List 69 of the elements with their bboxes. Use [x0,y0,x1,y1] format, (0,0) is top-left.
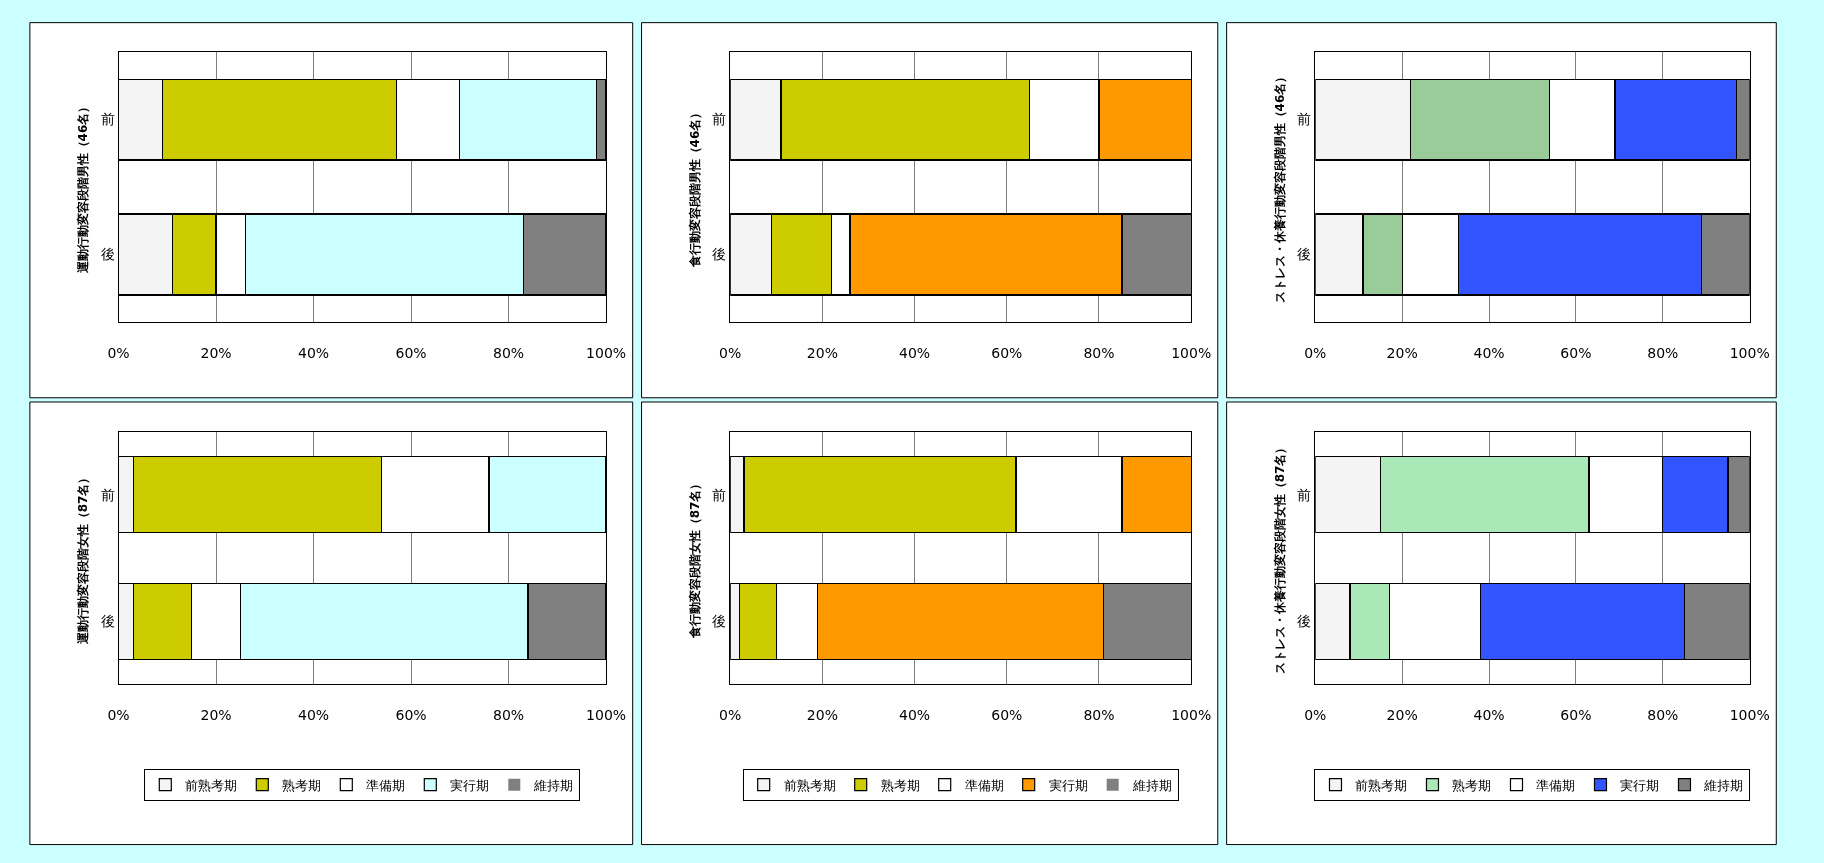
legend-label: 熟考期 [1452,777,1492,793]
y-tick-label: 後 [100,613,115,630]
x-tick-label: 60% [395,707,427,724]
y-axis-title: ストレス・休養行動変容段階女性（87名） [1272,441,1287,675]
y-tick-label: 前 [100,111,115,128]
x-tick-label: 40% [899,707,931,724]
legend-label: 前熟考期 [185,777,238,793]
y-tick-label: 前 [1297,486,1312,503]
x-tick-label: 60% [395,344,427,361]
x-tick-label: 100% [1729,344,1770,361]
legend-label: 実行期 [1620,777,1660,793]
y-tick-label: 後 [100,246,115,263]
legend-label: 準備期 [964,777,1004,793]
x-tick-label: 40% [1473,344,1505,361]
y-tick-label: 前 [712,486,727,503]
x-tick-label: 0% [1304,344,1327,361]
x-tick-label: 100% [586,344,627,361]
legend-label: 前熟考期 [1355,777,1408,793]
legend-label: 熟考期 [282,777,322,793]
x-tick-label: 0% [719,707,742,724]
x-tick-label: 40% [297,344,330,361]
x-tick-label: 40% [899,344,931,361]
y-tick-label: 前 [712,111,727,128]
x-tick-label: 60% [991,707,1023,724]
legend-label: 維持期 [1703,777,1744,793]
legend-label: 維持期 [1131,777,1172,793]
y-tick-label: 後 [1297,613,1312,630]
x-tick-label: 80% [493,344,525,361]
legend-label: 準備期 [366,777,406,793]
x-tick-label: 0% [719,344,742,361]
legend-label: 実行期 [1048,777,1088,793]
y-axis-title: 運動行動変容段階男性（46名） [76,100,91,275]
legend-label: 実行期 [450,777,490,793]
y-tick-label: 後 [1297,246,1312,263]
x-tick-label: 80% [1647,707,1679,724]
x-tick-label: 20% [200,344,232,361]
y-axis-title: ストレス・休養行動変容段階男性（46名） [1272,70,1287,304]
y-tick-label: 後 [712,613,727,630]
x-tick-label: 100% [1729,707,1770,724]
x-tick-label: 20% [1386,344,1418,361]
y-axis-title: 運動行動変容段階女性（87名） [76,471,91,646]
x-tick-label: 40% [1473,707,1505,724]
x-tick-label: 60% [1560,344,1592,361]
y-axis-title: 食行動変容段階女性（87名） [687,477,702,640]
x-tick-label: 80% [493,707,525,724]
x-tick-label: 60% [991,344,1023,361]
y-tick-label: 後 [712,246,727,263]
x-tick-label: 60% [1560,707,1592,724]
x-tick-label: 100% [1171,707,1212,724]
x-tick-label: 100% [586,707,627,724]
y-axis-title: 食行動変容段階男性（46名） [687,106,702,269]
x-tick-label: 20% [200,707,232,724]
x-tick-label: 80% [1083,344,1115,361]
x-tick-label: 80% [1647,344,1679,361]
y-tick-label: 前 [100,486,115,503]
y-tick-label: 前 [1297,111,1312,128]
x-tick-label: 80% [1083,707,1115,724]
x-tick-label: 40% [297,707,330,724]
legend-label: 維持期 [533,777,574,793]
legend-label: 前熟考期 [783,777,836,793]
x-tick-label: 0% [107,344,130,361]
x-tick-label: 20% [1386,707,1418,724]
x-tick-label: 20% [806,707,838,724]
legend-label: 準備期 [1536,777,1576,793]
x-tick-label: 0% [107,707,130,724]
x-tick-label: 100% [1171,344,1212,361]
x-tick-label: 0% [1304,707,1327,724]
legend-label: 熟考期 [880,777,920,793]
x-tick-label: 20% [806,344,838,361]
